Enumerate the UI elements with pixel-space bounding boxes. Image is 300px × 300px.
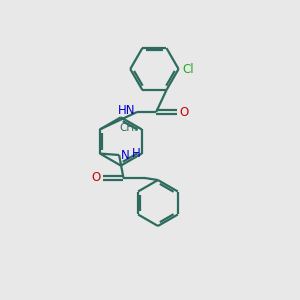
Text: Cl: Cl bbox=[182, 62, 194, 76]
Text: N: N bbox=[121, 148, 129, 161]
Text: O: O bbox=[180, 106, 189, 118]
Text: CH₃: CH₃ bbox=[120, 123, 139, 133]
Text: H: H bbox=[131, 147, 140, 160]
Text: HN: HN bbox=[118, 104, 136, 117]
Text: O: O bbox=[91, 172, 101, 184]
